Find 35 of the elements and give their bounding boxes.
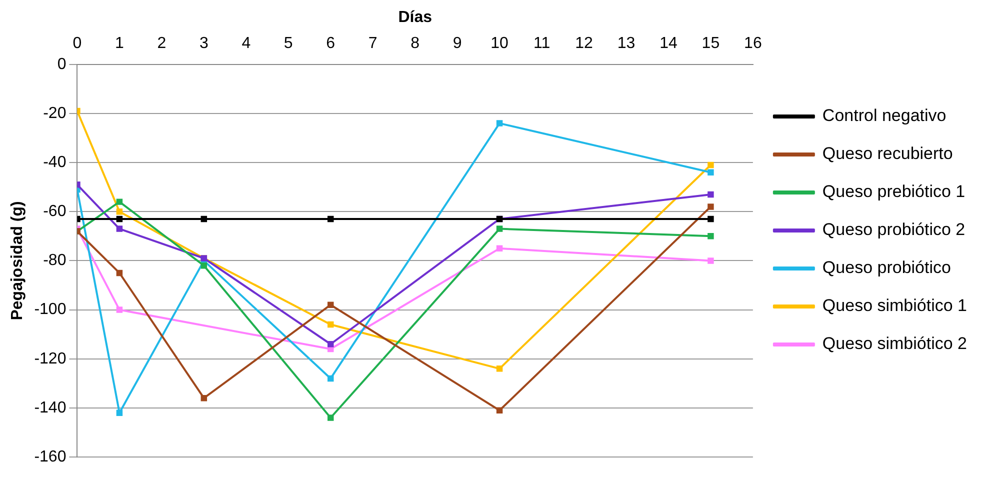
x-tick-label: 3: [199, 35, 208, 52]
y-axis-title: Pegajosidad (g): [9, 201, 26, 320]
legend-label: Queso probiótico: [822, 258, 951, 278]
legend-label: Control negativo: [822, 106, 946, 126]
x-tick-label: 13: [617, 35, 636, 52]
x-tick-label: 14: [660, 35, 678, 52]
y-tick-label: -140: [34, 399, 66, 416]
y-tick-label: -80: [43, 252, 66, 270]
x-tick-label: 9: [452, 35, 462, 52]
x-tick-label: 4: [242, 35, 251, 52]
x-tick-label: 11: [533, 35, 550, 52]
y-tick-label: -160: [34, 448, 66, 466]
x-tick-label: 10: [490, 35, 509, 52]
legend-label: Queso simbiótico 1: [822, 296, 968, 316]
x-tick-label: 7: [368, 35, 378, 52]
x-tick-label: 2: [157, 35, 166, 52]
x-tick-label: 8: [410, 35, 420, 52]
x-tick-label: 12: [575, 35, 594, 52]
x-tick-label: 1: [115, 35, 124, 52]
y-tick-label: -20: [43, 104, 66, 122]
x-tick-label: 0: [72, 35, 82, 52]
y-tick-label: 0: [57, 56, 66, 73]
y-tick-label: -40: [43, 154, 66, 171]
legend-label: Queso probiótico 2: [822, 220, 966, 240]
y-tick-label: -60: [43, 203, 66, 220]
legend-label: Queso prebiótico 1: [822, 182, 966, 202]
y-tick-label: -120: [34, 350, 66, 368]
legend-label: Queso simbiótico 2: [822, 334, 968, 354]
x-tick-label: 6: [326, 35, 336, 52]
x-tick-label: 15: [702, 35, 720, 52]
x-tick-label: 16: [744, 35, 762, 52]
x-axis-title: Días: [398, 9, 432, 26]
y-tick-label: -100: [34, 301, 66, 318]
x-tick-label: 5: [284, 35, 293, 52]
legend-label: Queso recubierto: [822, 144, 953, 164]
